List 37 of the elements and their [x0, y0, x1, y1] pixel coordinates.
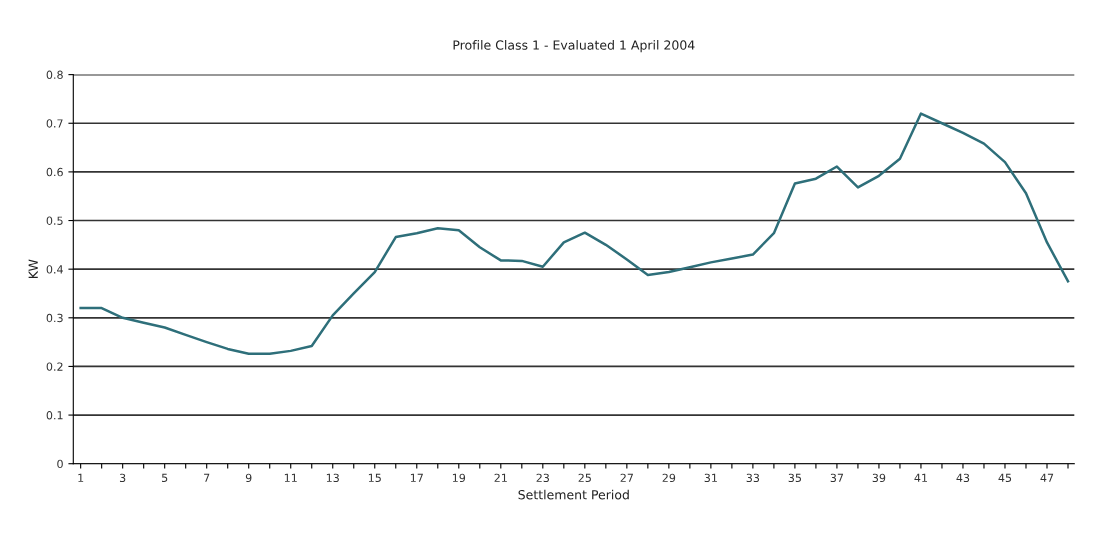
y-tick-label: 0.6 [46, 167, 63, 177]
x-tick-label: 21 [494, 473, 507, 482]
x-axis-title: Settlement Period [518, 489, 629, 500]
x-tick-label: 39 [872, 473, 886, 483]
y-tick-label: 0.3 [46, 313, 63, 323]
line-series [79, 112, 1070, 356]
x-tick-label: 9 [245, 473, 252, 483]
y-tick-label: 0.1 [46, 411, 63, 420]
y-tick-label: 0 [57, 459, 63, 469]
y-tick-label: 0.2 [46, 362, 63, 371]
x-tick-label: 3 [119, 473, 126, 483]
x-tick-label: 45 [998, 473, 1012, 483]
x-tick-label: 37 [830, 473, 844, 483]
x-tick-label: 7 [204, 473, 210, 482]
chart-title: Profile Class 1 - Evaluated 1 April 2004 [453, 40, 695, 53]
x-tick-label: 43 [956, 473, 970, 483]
x-tick-label: 5 [162, 473, 168, 483]
x-tick-label: 23 [536, 473, 549, 483]
x-tick-label: 11 [284, 473, 297, 482]
x-tick-label: 19 [452, 473, 466, 483]
x-tick-label: 33 [746, 473, 760, 483]
x-tick-label: 1 [78, 473, 84, 482]
y-axis-title: KW [28, 259, 38, 278]
y-tick-label: 0.8 [46, 70, 63, 79]
y-tick-label: 0.5 [46, 216, 63, 225]
x-tick-label: 27 [620, 473, 633, 482]
x-tick-label: 17 [410, 473, 423, 482]
x-tick-label: 15 [368, 473, 381, 483]
x-tick-label: 25 [578, 473, 591, 483]
x-tick-label: 35 [788, 473, 802, 483]
y-tick-label: 0.7 [46, 119, 63, 128]
x-tick-label: 29 [662, 473, 676, 483]
x-tick-label: 13 [326, 473, 339, 483]
x-tick-label: 41 [914, 473, 927, 482]
x-tick-label: 31 [704, 473, 717, 483]
x-tick-label: 47 [1040, 473, 1054, 482]
y-tick-label: 0.4 [46, 265, 63, 274]
